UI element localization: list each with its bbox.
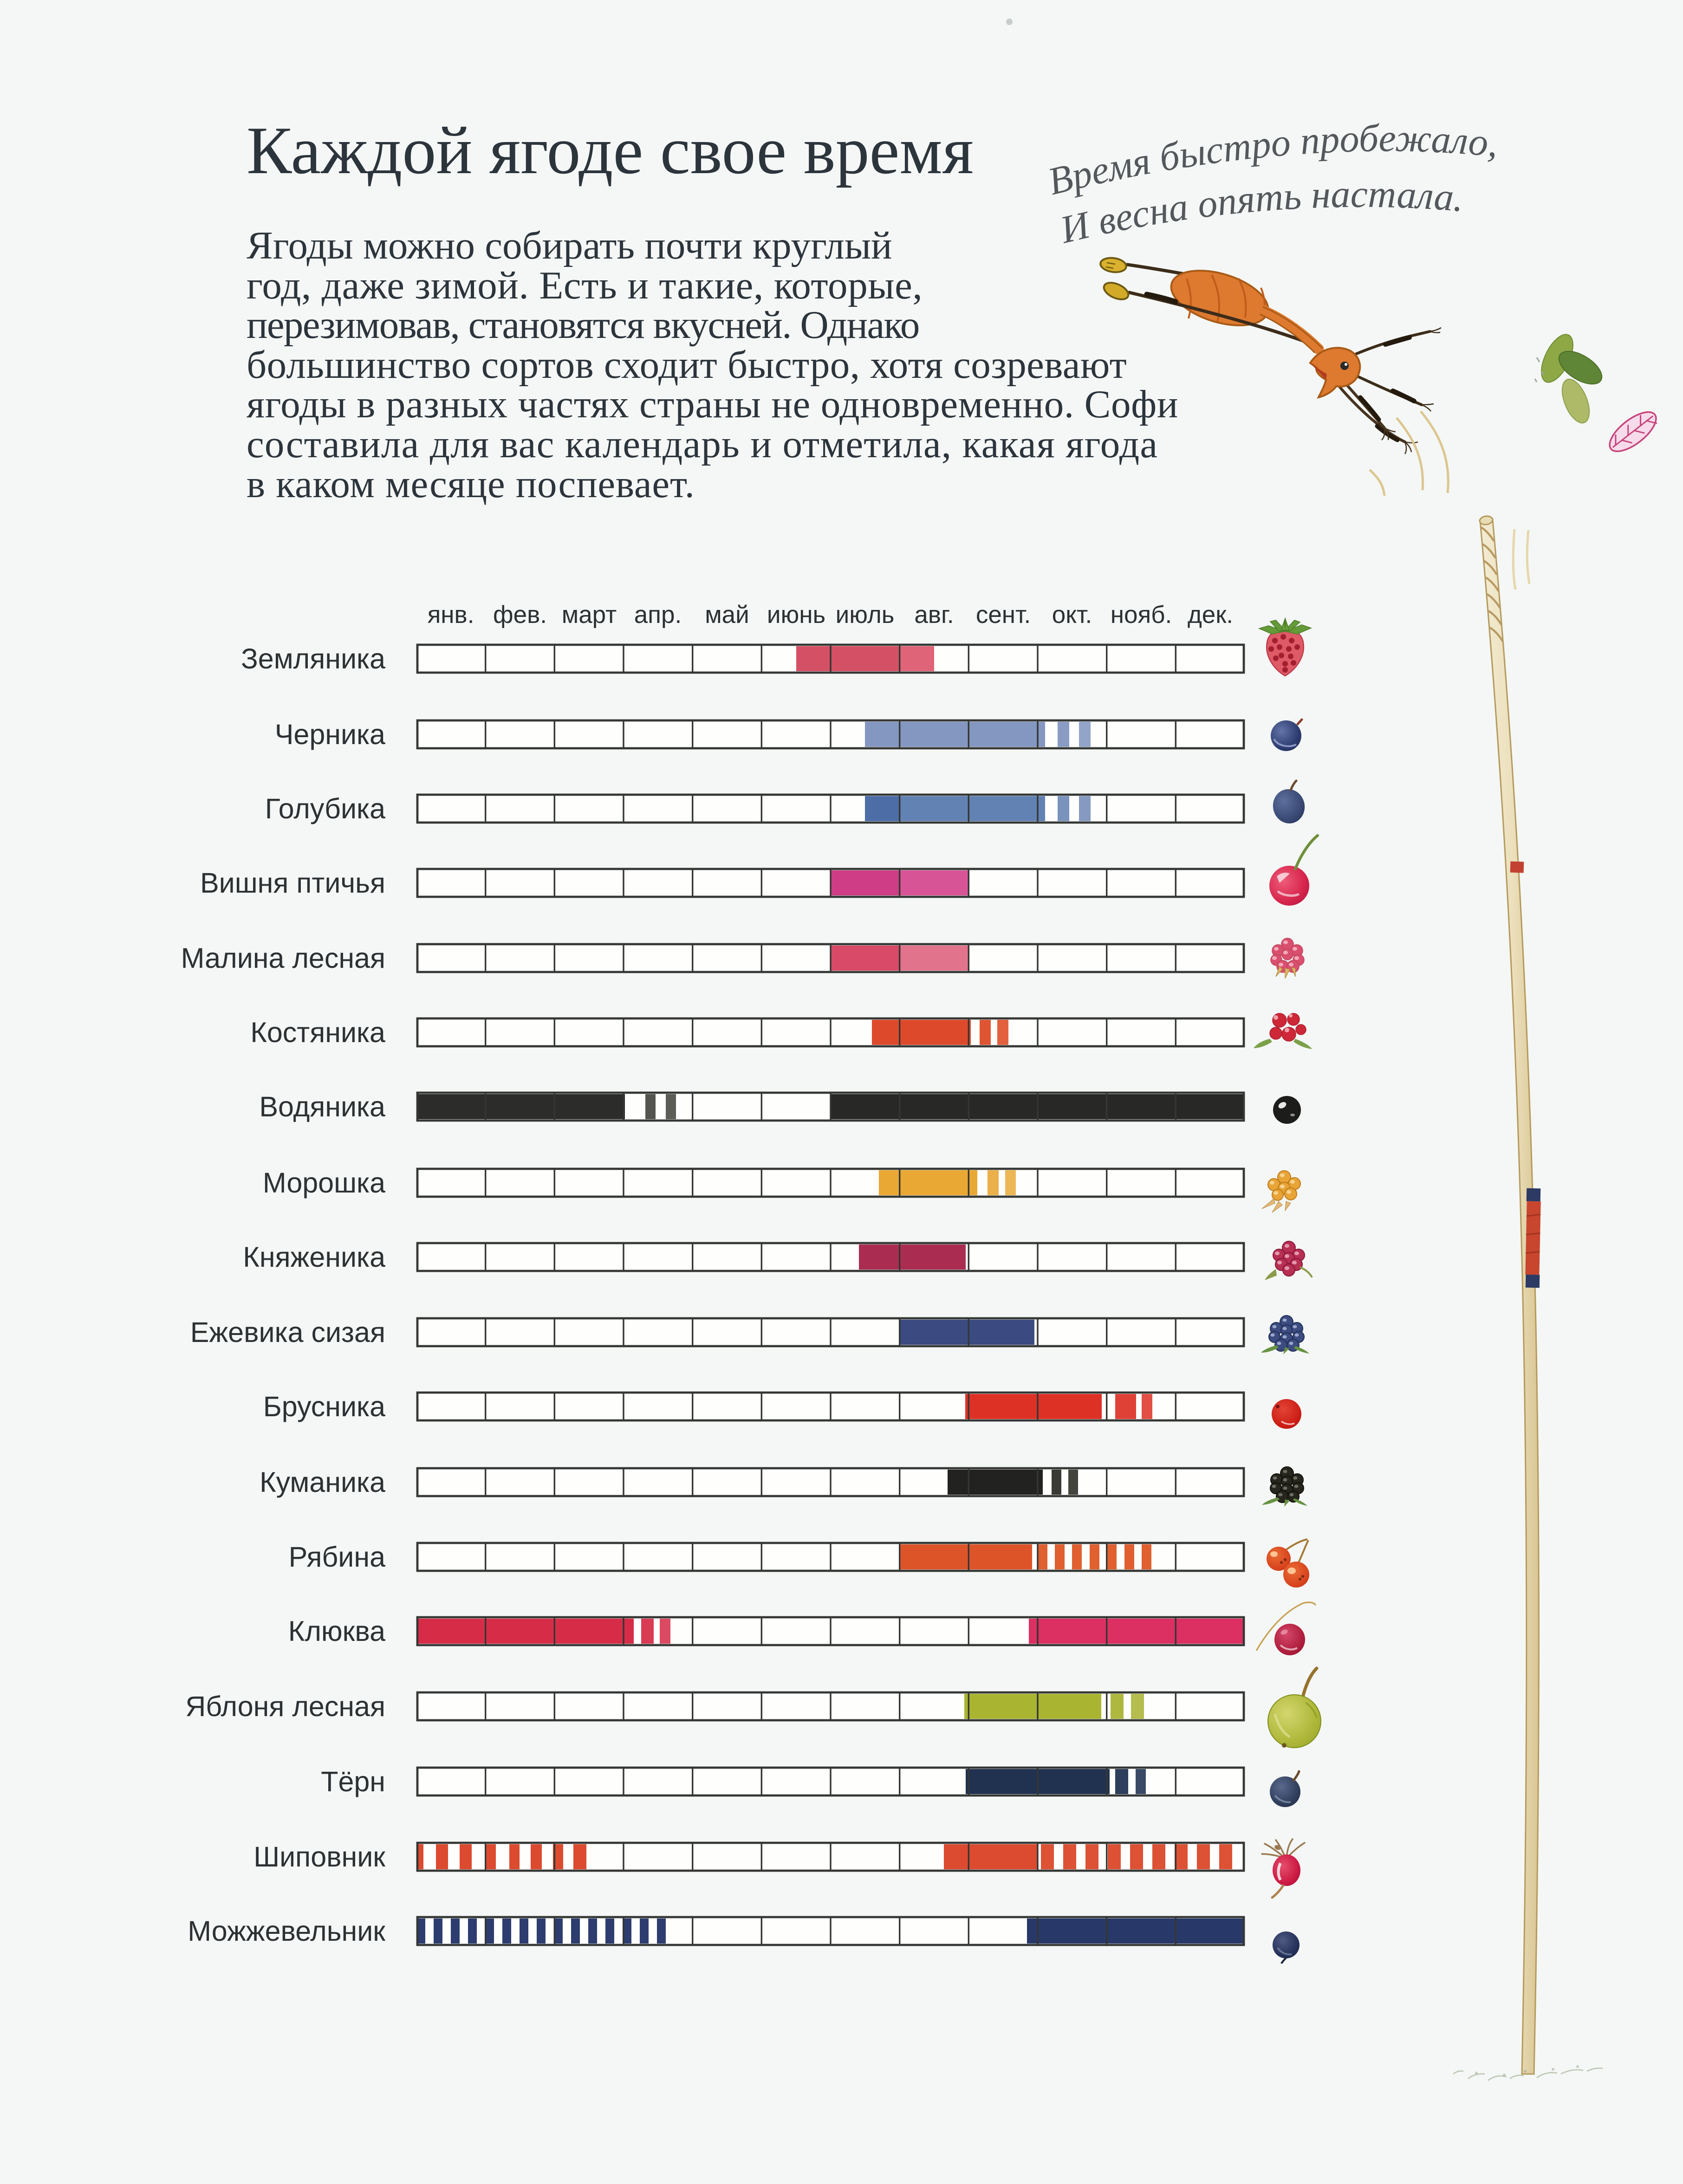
svg-text:Морошка: Морошка	[263, 1167, 385, 1199]
svg-text:Можжевельник: Можжевельник	[188, 1915, 385, 1947]
svg-text:перезимовав, становятся вкусне: перезимовав, становятся вкусней. Однако	[247, 303, 919, 347]
svg-text:Клюква: Клюква	[288, 1615, 385, 1647]
svg-text:Ежевика сизая: Ежевика сизая	[190, 1316, 385, 1348]
svg-text:ягоды в разных частях страны н: ягоды в разных частях страны не одноврем…	[247, 382, 1178, 426]
svg-text:Княженика: Княженика	[243, 1241, 385, 1273]
svg-text:в каком месяце поспевает.: в каком месяце поспевает.	[247, 462, 695, 506]
svg-text:составила для вас календарь и: составила для вас календарь и отметила, …	[247, 422, 1158, 466]
svg-text:Голубика: Голубика	[265, 793, 385, 824]
svg-text:Рябина: Рябина	[289, 1541, 385, 1573]
svg-text:апр.: апр.	[634, 601, 682, 629]
svg-text:Шиповник: Шиповник	[253, 1841, 385, 1873]
svg-text:Костяника: Костяника	[250, 1017, 385, 1048]
svg-text:янв.: янв.	[428, 601, 474, 629]
svg-text:Яблоня лесная: Яблоня лесная	[185, 1691, 385, 1722]
svg-text:май: май	[705, 601, 749, 629]
svg-text:март: март	[562, 601, 617, 629]
svg-text:авг.: авг.	[914, 601, 954, 629]
svg-text:июнь: июнь	[767, 601, 825, 629]
svg-text:Куманика: Куманика	[260, 1466, 385, 1498]
svg-text:Каждой ягоде свое время: Каждой ягоде свое время	[247, 113, 974, 188]
svg-text:июль: июль	[836, 601, 895, 629]
svg-text:дек.: дек.	[1188, 601, 1233, 629]
svg-text:Ягоды можно собирать почти кру: Ягоды можно собирать почти круглый	[247, 224, 892, 267]
svg-text:Тёрн: Тёрн	[321, 1766, 385, 1797]
svg-text:сент.: сент.	[976, 601, 1031, 629]
svg-text:большинство сортов сходит быст: большинство сортов сходит быстро, хотя с…	[247, 343, 1127, 387]
svg-text:Земляника: Земляника	[241, 643, 385, 674]
svg-text:Малина лесная: Малина лесная	[181, 942, 385, 974]
svg-text:Брусника: Брусника	[263, 1391, 385, 1422]
svg-text:год, даже зимой. Есть и такие,: год, даже зимой. Есть и такие, которые,	[247, 264, 923, 307]
svg-text:окт.: окт.	[1052, 601, 1092, 629]
svg-text:Черника: Черника	[275, 719, 385, 750]
svg-text:нояб.: нояб.	[1111, 601, 1172, 629]
svg-text:Водяника: Водяника	[259, 1091, 385, 1122]
svg-text:фев.: фев.	[493, 601, 547, 629]
svg-text:Вишня птичья: Вишня птичья	[200, 867, 385, 899]
